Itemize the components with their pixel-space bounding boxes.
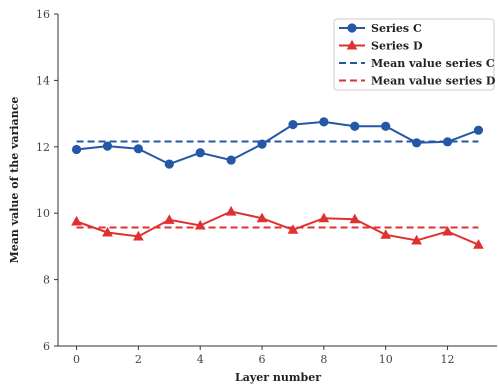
series-d-point-2 <box>133 230 144 241</box>
legend-mean-d-label: Mean value series D <box>371 75 496 88</box>
ref-lines-layer <box>76 140 479 229</box>
series-layer <box>71 117 484 249</box>
series-c-point-0 <box>71 144 82 155</box>
y-tick-label-4: 14 <box>36 74 50 87</box>
series-c-point-10 <box>381 121 391 131</box>
legend-entries: Series C Series D Mean value series C Mean … <box>339 22 496 88</box>
series-c-line <box>76 120 479 166</box>
series-c-point-5 <box>226 155 236 165</box>
series-d-point-5 <box>225 205 237 216</box>
series-c-point-9 <box>350 121 360 131</box>
series-d-point-8 <box>318 212 330 223</box>
series-d-point-6 <box>256 212 268 223</box>
series-d-point-1 <box>102 226 113 237</box>
series-d-point-9 <box>349 213 361 224</box>
series-c-point-6 <box>257 139 267 149</box>
series-c-point-12 <box>442 137 453 147</box>
x-tick-label-0: 0 <box>73 353 80 366</box>
series-c-point-11 <box>412 138 422 148</box>
series-c-point-4 <box>195 148 205 158</box>
series-c-point-2 <box>133 144 143 154</box>
y-tick-label-0: 6 <box>43 340 50 353</box>
x-tick-label-1: 2 <box>135 353 142 366</box>
series-d-point-4 <box>194 219 206 230</box>
series-d-point-10 <box>380 229 391 239</box>
x-axis-label: Layer number <box>235 371 321 384</box>
legend-series-c-marker <box>347 23 357 33</box>
series-c-point-8 <box>319 117 329 127</box>
x-tick-label-6: 12 <box>441 353 455 366</box>
series-c-point-13 <box>473 125 484 135</box>
y-tick-label-2: 10 <box>36 207 50 220</box>
series-c-point-1 <box>102 141 113 151</box>
series-c-point-7 <box>288 119 298 130</box>
axes-layer <box>57 14 497 347</box>
y-tick-label-3: 12 <box>36 141 50 154</box>
series-d-point-0 <box>71 215 82 226</box>
legend: Series C Series D Mean value series C Mean … <box>333 18 496 91</box>
x-tick-label-3: 6 <box>259 353 266 366</box>
legend-series-c-label: Series C <box>371 22 422 35</box>
y-tick-label-5: 16 <box>36 8 50 21</box>
y-axis-label: Mean value of the variance <box>8 97 21 264</box>
series-c-point-3 <box>164 159 174 169</box>
series-d-line <box>76 210 479 246</box>
series-d-point-11 <box>411 234 422 245</box>
legend-series-d-label: Series D <box>371 40 423 53</box>
ticks-layer: 0 2 4 6 8 10 12 6 8 10 12 14 16 <box>36 8 455 366</box>
x-tick-label-2: 4 <box>197 353 204 366</box>
x-tick-label-5: 10 <box>379 353 393 366</box>
legend-box <box>333 18 495 91</box>
series-d-point-7 <box>287 224 299 234</box>
legend-series-d-marker <box>346 39 358 50</box>
series-d-point-13 <box>473 239 484 249</box>
y-tick-label-1: 8 <box>43 274 50 287</box>
series-d-point-3 <box>164 214 175 224</box>
legend-mean-c-label: Mean value series C <box>371 57 495 70</box>
series-d-point-12 <box>442 225 453 236</box>
x-tick-label-4: 8 <box>320 353 327 366</box>
